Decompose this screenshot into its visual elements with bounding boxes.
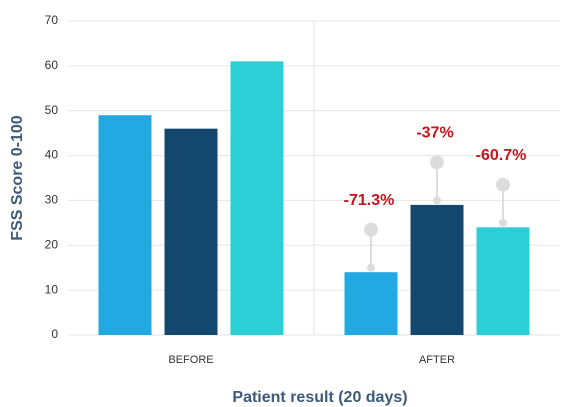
annotation-high-dot <box>496 177 510 192</box>
annotation-label: -37% <box>416 125 453 142</box>
y-tick-label: 40 <box>45 148 59 162</box>
annotation-label: -71.3% <box>344 192 395 209</box>
y-axis-title: FSS Score 0-100 <box>9 115 26 241</box>
annotation-low-dot <box>499 218 507 227</box>
x-tick-label: BEFORE <box>168 354 213 366</box>
annotation-high-dot <box>430 155 444 170</box>
x-tick-label: AFTER <box>419 354 455 366</box>
y-tick-label: 70 <box>45 13 59 27</box>
y-tick-label: 30 <box>45 193 59 207</box>
y-tick-label: 60 <box>45 58 59 72</box>
annotation-low-dot <box>433 196 441 205</box>
y-tick-label: 20 <box>45 237 59 251</box>
x-axis-title: Patient result (20 days) <box>232 389 407 406</box>
bar <box>344 272 398 335</box>
annotation-high-dot <box>364 222 378 237</box>
bar <box>98 115 152 335</box>
bar <box>230 61 284 335</box>
annotation-label: -60.7% <box>476 147 527 164</box>
bar <box>410 204 464 335</box>
y-tick-label: 10 <box>45 282 59 296</box>
annotation-low-dot <box>367 263 375 272</box>
y-tick-label: 0 <box>51 327 58 341</box>
bar <box>164 128 218 335</box>
bar <box>476 227 530 335</box>
y-tick-label: 50 <box>45 103 59 117</box>
